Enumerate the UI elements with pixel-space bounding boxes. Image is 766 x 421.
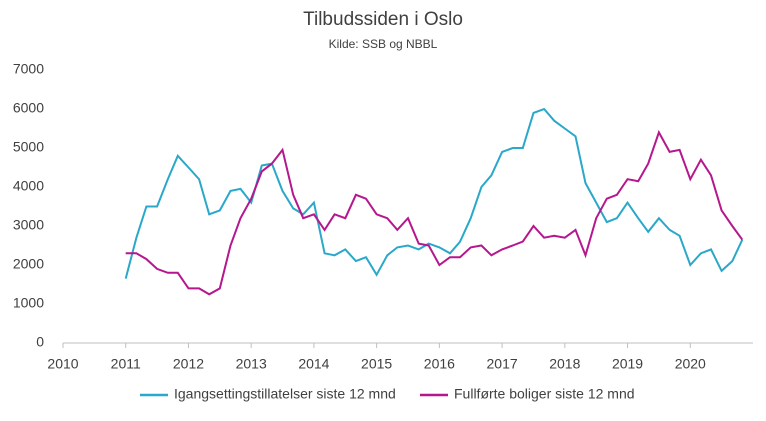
y-tick-label: 7000 [13,61,44,77]
y-tick-label: 6000 [13,100,44,116]
y-tick-label: 3000 [13,217,44,233]
legend-label: Igangsettingstillatelser siste 12 mnd [174,386,396,402]
legend-label: Fullførte boliger siste 12 mnd [454,386,635,402]
x-tick-label: 2013 [236,356,267,372]
x-tick-label: 2010 [47,356,78,372]
y-tick-label: 4000 [13,178,44,194]
y-tick-label: 0 [36,334,44,350]
x-tick-label: 2019 [612,356,643,372]
x-tick-label: 2016 [424,356,455,372]
x-tick-label: 2017 [487,356,518,372]
x-tick-label: 2011 [111,356,141,372]
y-tick-label: 2000 [13,256,44,272]
chart-subtitle: Kilde: SSB og NBBL [329,37,438,51]
x-tick-label: 2014 [298,356,329,372]
x-tick-label: 2020 [675,356,706,372]
y-tick-label: 1000 [13,295,44,311]
y-tick-label: 5000 [13,139,44,155]
x-tick-label: 2015 [361,356,392,372]
chart-title: Tilbudssiden i Oslo [303,9,463,30]
x-tick-label: 2012 [173,356,204,372]
series-line [124,107,744,279]
x-tick-label: 2018 [549,356,580,372]
series-line [125,129,744,296]
